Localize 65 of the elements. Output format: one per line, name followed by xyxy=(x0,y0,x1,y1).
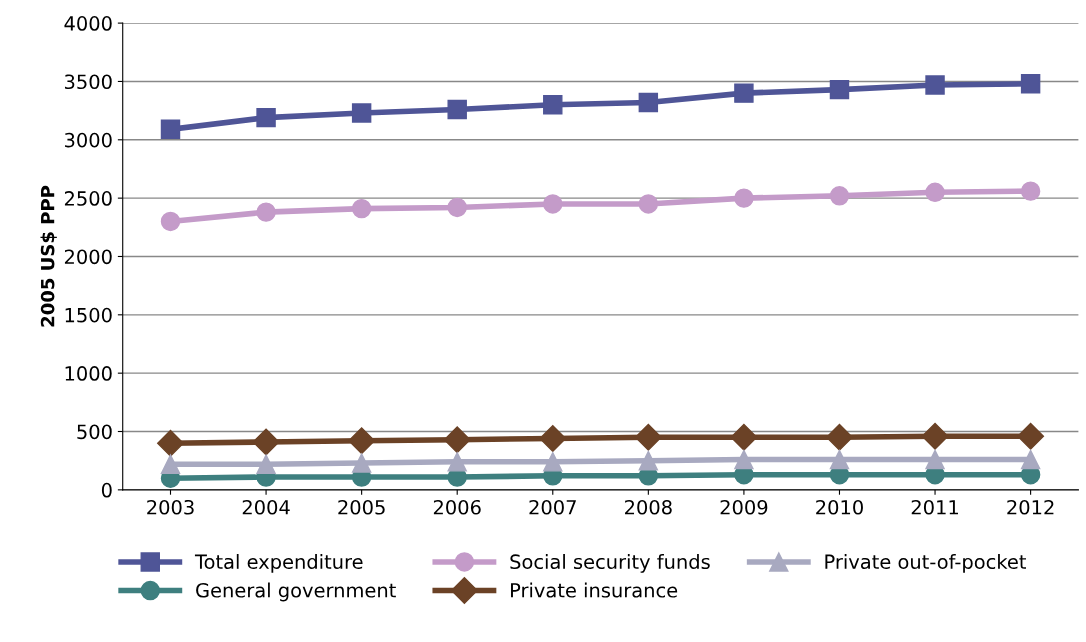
y-tick-label: 1500 xyxy=(65,307,112,323)
y-tick-label: 3000 xyxy=(64,132,112,148)
x-tick-label: 2007 xyxy=(529,499,576,515)
point xyxy=(826,423,853,451)
point xyxy=(157,429,184,457)
point xyxy=(160,119,181,140)
legend-label: General government xyxy=(196,582,396,602)
point xyxy=(1020,74,1041,94)
point xyxy=(734,83,754,103)
point xyxy=(921,422,949,450)
x-tick-label: 2009 xyxy=(720,499,768,515)
point xyxy=(160,454,181,474)
point xyxy=(348,427,376,455)
point xyxy=(543,194,563,214)
point xyxy=(638,92,659,113)
point xyxy=(638,450,659,471)
point xyxy=(1020,181,1041,201)
point xyxy=(925,449,945,470)
x-tick-label: 2005 xyxy=(338,499,385,515)
point xyxy=(351,198,372,219)
point xyxy=(734,449,754,470)
legend-label: Private out-of-pocket xyxy=(825,554,1026,573)
point xyxy=(447,99,467,120)
point xyxy=(351,453,372,473)
x-tick-label: 2004 xyxy=(242,499,290,515)
x-tick-label: 2006 xyxy=(433,499,481,515)
point xyxy=(829,449,850,470)
point xyxy=(829,79,850,100)
point xyxy=(730,423,758,451)
legend-label: Social security funds xyxy=(510,554,710,573)
point xyxy=(252,428,280,456)
point xyxy=(734,188,754,208)
point xyxy=(256,107,276,128)
point xyxy=(925,75,945,95)
y-tick-label: 2500 xyxy=(64,191,112,206)
point xyxy=(447,197,467,218)
y-tick-label: 3500 xyxy=(64,74,112,90)
point xyxy=(160,211,181,232)
legend-label: Total expenditure xyxy=(194,554,363,573)
point xyxy=(443,426,471,454)
point xyxy=(256,454,276,474)
y-tick-label: 0 xyxy=(101,482,112,498)
y-tick-label: 2000 xyxy=(64,249,112,265)
y-tick-label: 500 xyxy=(77,424,112,440)
point xyxy=(925,182,945,203)
point xyxy=(447,452,467,472)
y-tick-label: 4000 xyxy=(64,16,112,31)
y-tick-label: 1000 xyxy=(65,366,112,381)
x-tick-label: 2012 xyxy=(1007,499,1054,515)
point xyxy=(543,452,563,472)
point xyxy=(634,423,662,451)
point xyxy=(256,202,276,222)
x-tick-label: 2008 xyxy=(625,499,672,515)
point xyxy=(1020,449,1041,470)
point xyxy=(543,95,563,115)
point xyxy=(638,194,659,214)
point xyxy=(829,186,850,206)
y-axis-title: 2005 US$ PPP xyxy=(40,185,57,327)
point xyxy=(351,103,372,123)
x-tick-label: 2003 xyxy=(147,499,194,515)
x-tick-label: 2011 xyxy=(911,499,958,515)
legend-label: Private insurance xyxy=(511,582,678,598)
x-tick-label: 2010 xyxy=(816,499,863,515)
point xyxy=(539,425,567,452)
point xyxy=(1017,422,1045,450)
